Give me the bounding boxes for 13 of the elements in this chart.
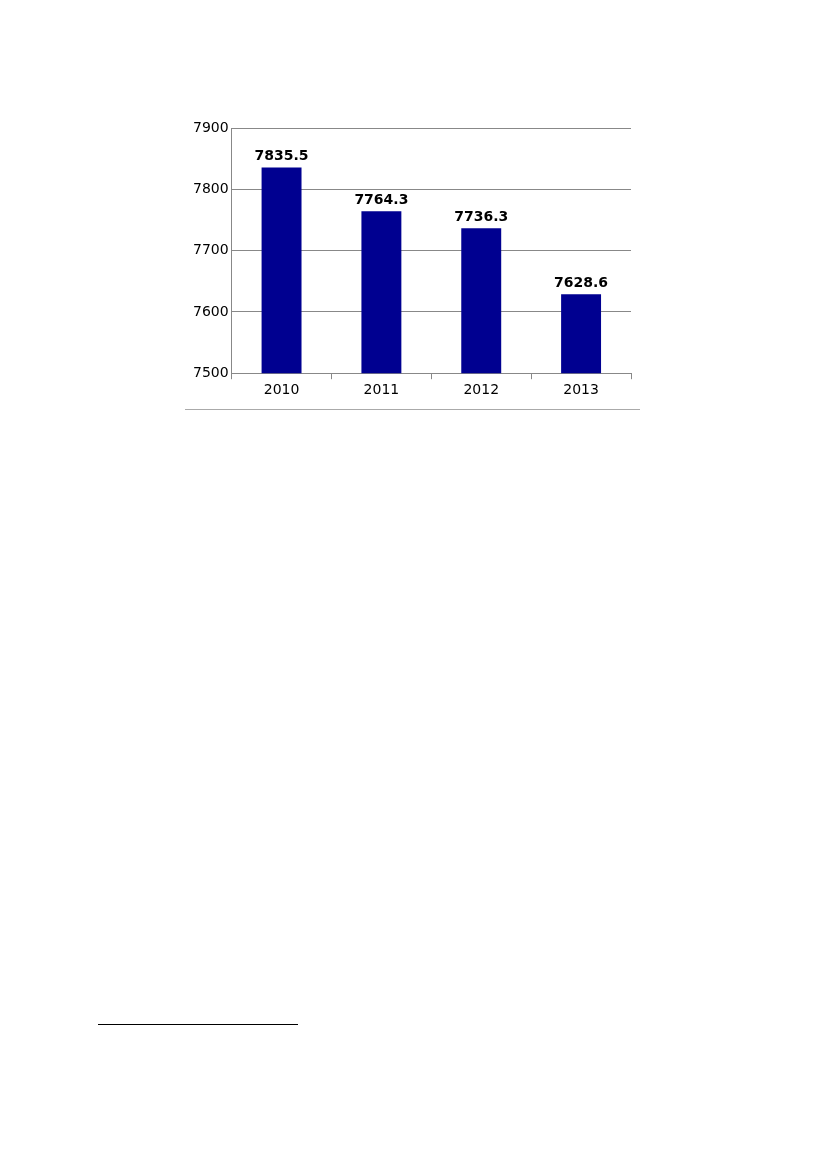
y-tick-label: 7800 <box>192 179 229 196</box>
data-label: 7764.3 <box>354 190 409 207</box>
data-label: 7736.3 <box>454 207 509 224</box>
x-tick-label: 2013 <box>563 381 599 398</box>
data-label: 7628.6 <box>554 274 609 291</box>
x-tick-label: 2010 <box>263 381 300 398</box>
y-tick-label: 7700 <box>192 241 229 258</box>
x-tick-label: 2011 <box>363 381 400 398</box>
y-tick-label: 7600 <box>192 302 229 319</box>
x-tick-label: 2012 <box>463 381 500 398</box>
data-label: 7835.5 <box>254 147 309 164</box>
y-tick-label: 7500 <box>192 363 229 380</box>
y-tick-label: 7900 <box>192 118 229 135</box>
